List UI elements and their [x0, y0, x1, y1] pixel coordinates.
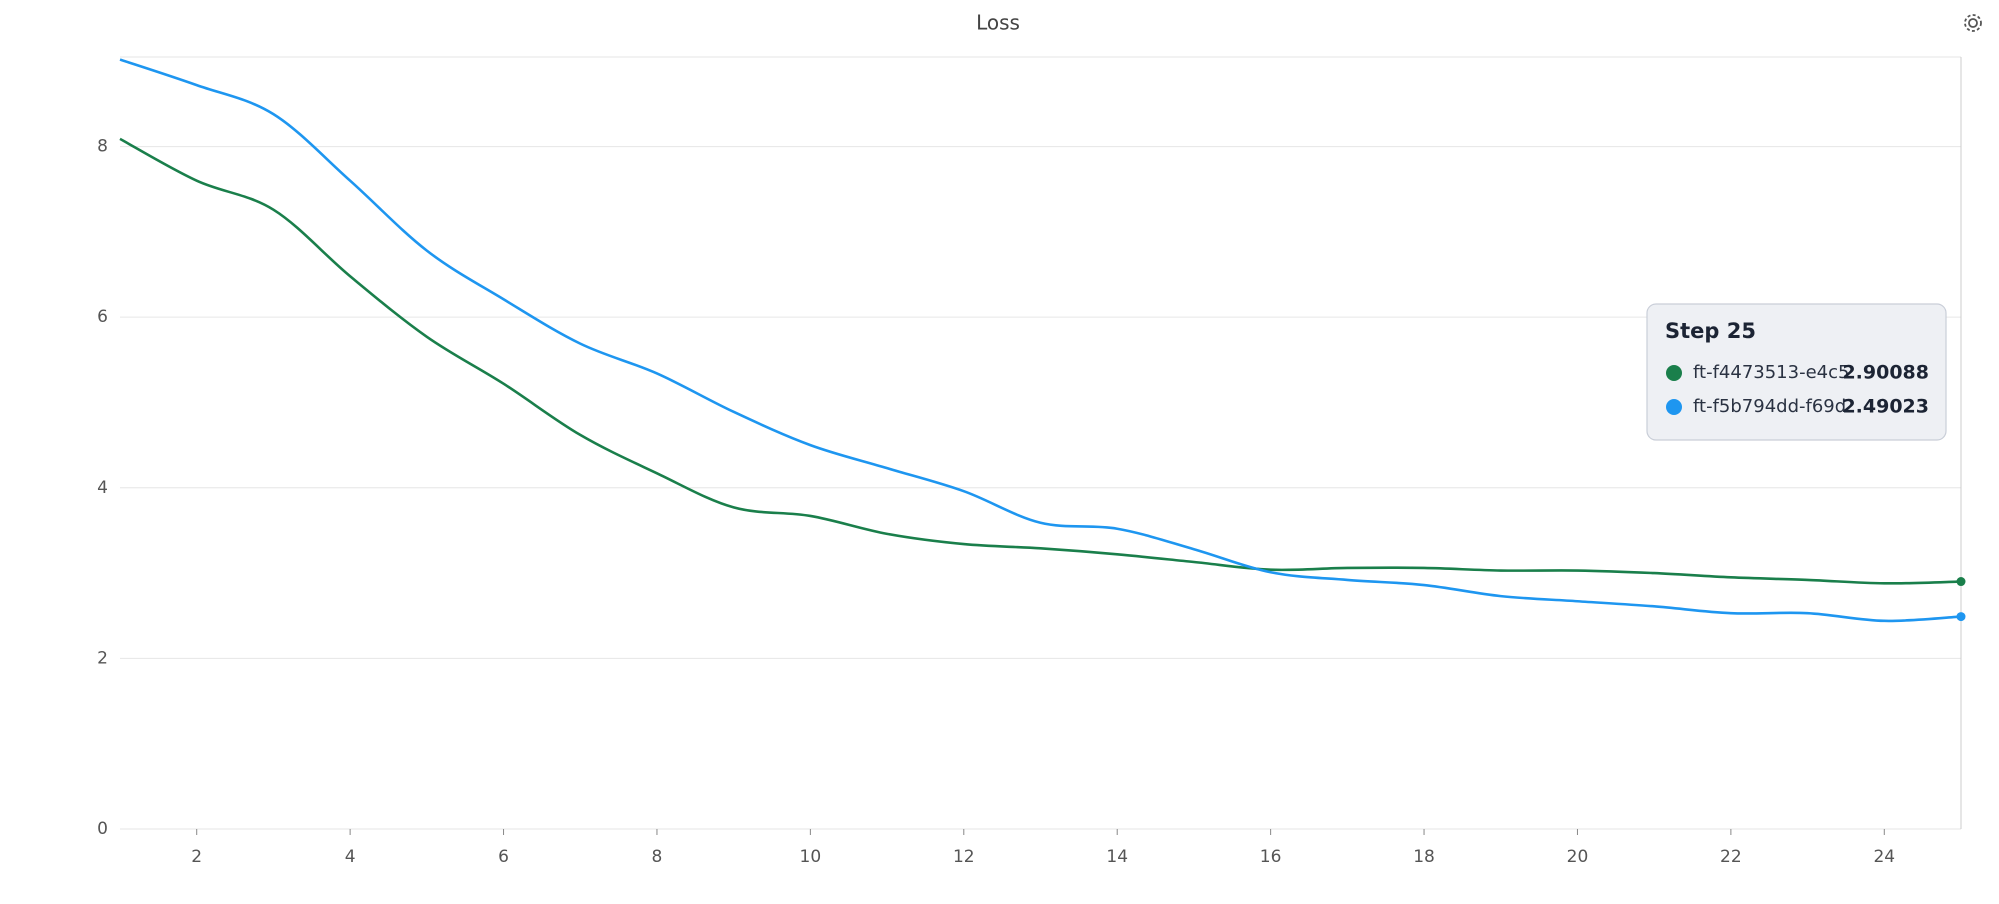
x-tick-label: 12	[953, 847, 975, 867]
legend-dot	[1666, 399, 1682, 415]
x-tick-label: 6	[498, 847, 509, 867]
series-line	[119, 137, 1962, 585]
legend-dot	[1666, 365, 1682, 381]
y-tick-label: 8	[97, 137, 108, 157]
y-tick-label: 4	[97, 478, 108, 498]
settings-icon[interactable]	[1964, 14, 1982, 32]
end-point	[1956, 577, 1966, 587]
x-tick-label: 16	[1260, 847, 1282, 867]
x-tick-label: 2	[191, 847, 202, 867]
end-point	[1956, 612, 1966, 622]
x-tick-label: 24	[1873, 847, 1895, 867]
series-line	[119, 58, 1962, 623]
tooltip-title: Step 25	[1665, 319, 1756, 343]
y-tick-label: 6	[97, 307, 108, 327]
tooltip-value: 2.90088	[1842, 362, 1929, 384]
x-tick-label: 20	[1567, 847, 1589, 867]
x-tick-label: 14	[1106, 847, 1128, 867]
legend-label: ft-f4473513-e4c5	[1693, 362, 1849, 383]
y-tick-label: 0	[97, 819, 108, 839]
tooltip-box	[1646, 303, 1947, 441]
legend-label: ft-f5b794dd-f69d	[1693, 396, 1846, 417]
y-tick-label: 2	[97, 648, 108, 668]
x-tick-label: 8	[652, 847, 663, 867]
x-tick-label: 22	[1720, 847, 1742, 867]
x-tick-label: 18	[1413, 847, 1435, 867]
x-tick-label: 4	[345, 847, 356, 867]
x-tick-label: 10	[800, 847, 822, 867]
chart-title: Loss	[976, 11, 1020, 35]
tooltip-value: 2.49023	[1842, 396, 1929, 418]
